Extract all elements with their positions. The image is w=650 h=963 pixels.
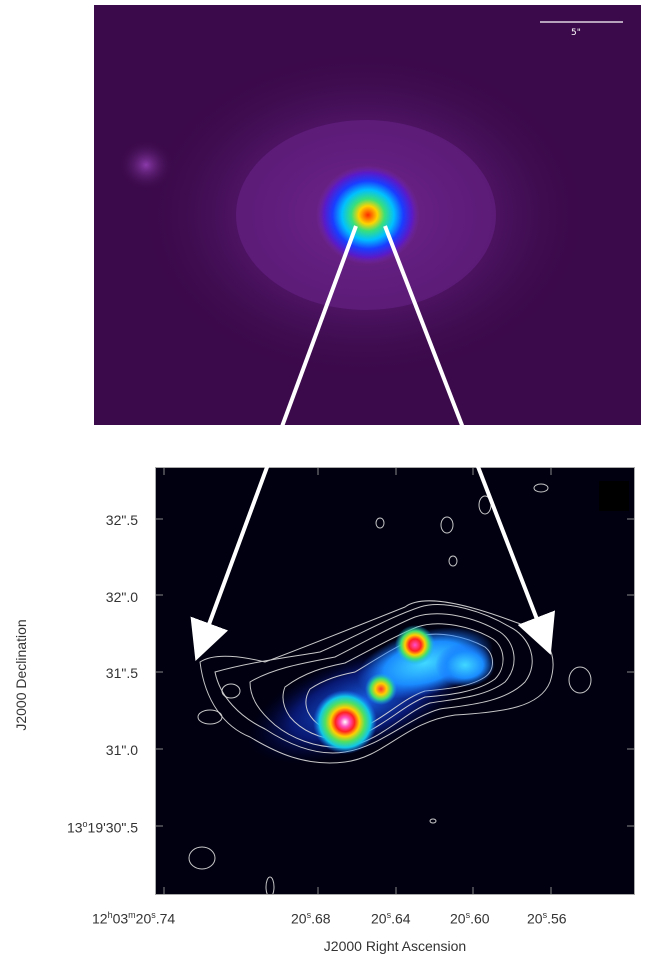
x-axis-title: J2000 Right Ascension — [323, 938, 467, 954]
top-image-glow — [118, 21, 623, 385]
y-axis-title: J2000 Declination — [13, 619, 29, 731]
x-tick-label: 12h03m20s.74 — [92, 910, 176, 927]
y-tick-label: 31".0 — [105, 742, 138, 758]
y-tick-label: 32".0 — [105, 589, 138, 605]
y-tick-label: 31".5 — [105, 665, 138, 681]
x-tick-label: 20s.60 — [450, 910, 490, 927]
bottom-image-panel — [155, 467, 635, 895]
bottom-image-emission — [155, 467, 635, 895]
galaxy-core — [316, 165, 420, 265]
scale-bar-label: 5" — [571, 28, 581, 38]
axis-ticks — [155, 467, 635, 895]
x-tick-label: 20s.68 — [291, 910, 331, 927]
x-tick-label: 20s.64 — [371, 910, 411, 927]
y-tick-label: 13o19'30".5 — [66, 819, 138, 836]
top-image-panel — [94, 5, 641, 425]
companion-blob — [118, 139, 174, 191]
x-tick-label: 20s.56 — [527, 910, 567, 927]
y-tick-label: 32".5 — [105, 512, 138, 528]
